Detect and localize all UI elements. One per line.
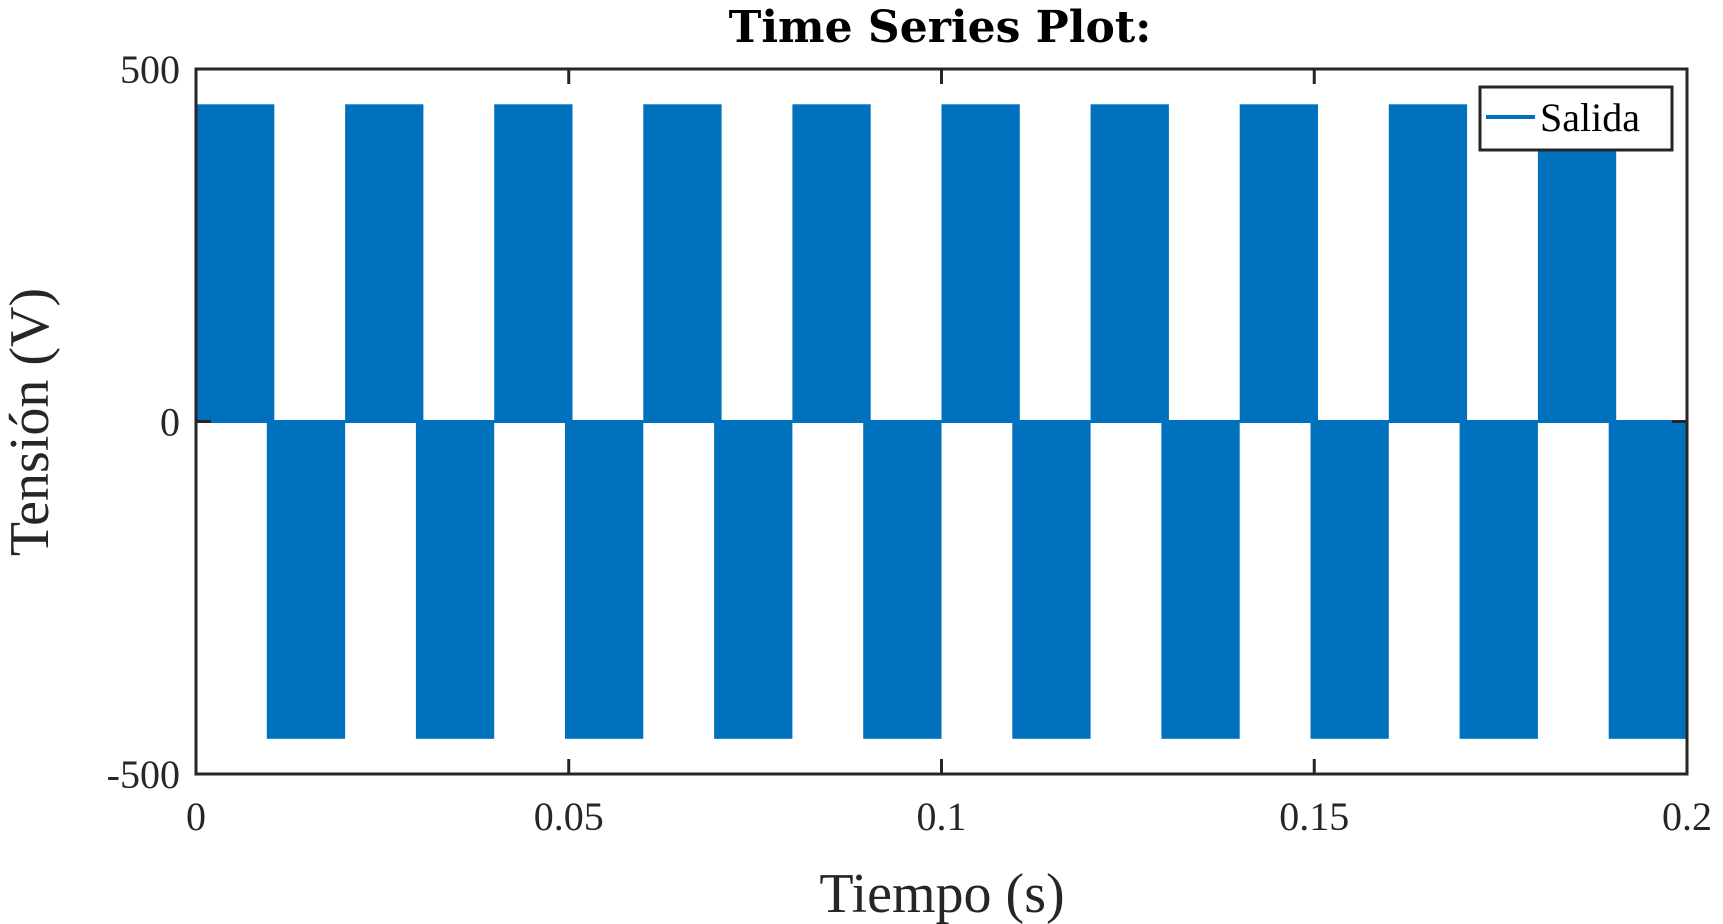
series-segment-1 xyxy=(266,421,346,739)
y-tick-labels: 500 0 -500 xyxy=(107,47,180,797)
series-segment-17 xyxy=(1459,421,1538,739)
x-tick-label-4: 0.2 xyxy=(1662,794,1712,839)
plot-area xyxy=(194,67,1689,776)
axes-box xyxy=(194,67,1689,776)
x-tick-label-2: 0.1 xyxy=(917,794,967,839)
series-segment-7 xyxy=(714,421,793,739)
x-tick-label-0: 0 xyxy=(186,794,206,839)
series-segment-9 xyxy=(863,421,942,739)
series-segment-12 xyxy=(1090,104,1169,422)
series-segment-2 xyxy=(345,104,424,422)
y-axis-label: Tensión (V) xyxy=(0,288,61,556)
y-tick-label-2: -500 xyxy=(107,752,180,797)
y-tick-label-0: 500 xyxy=(120,47,180,92)
x-tick-labels: 0 0.05 0.1 0.15 0.2 xyxy=(186,794,1712,839)
series-segment-8 xyxy=(792,104,871,422)
x-tick-label-1: 0.05 xyxy=(534,794,604,839)
legend: Salida xyxy=(1478,85,1674,152)
series-segment-6 xyxy=(643,104,722,422)
series-segment-0 xyxy=(196,104,275,422)
series-segment-4 xyxy=(494,104,573,422)
x-axis-label: Tiempo (s) xyxy=(819,863,1064,924)
series-segment-5 xyxy=(565,421,644,739)
series-segment-3 xyxy=(415,421,495,739)
series-segment-19 xyxy=(1608,421,1687,739)
y-tick-label-1: 0 xyxy=(160,400,180,445)
series-segment-10 xyxy=(941,104,1020,422)
series-segment-15 xyxy=(1310,421,1389,739)
series-salida xyxy=(196,104,1687,739)
series-segment-11 xyxy=(1012,421,1091,739)
series-segment-13 xyxy=(1161,421,1240,739)
series-segment-18 xyxy=(1537,104,1617,422)
legend-entry-salida: Salida xyxy=(1540,95,1640,140)
series-segment-14 xyxy=(1239,104,1318,422)
x-tick-label-3: 0.15 xyxy=(1279,794,1349,839)
series-segment-16 xyxy=(1388,104,1468,422)
chart-title: Time Series Plot: xyxy=(729,2,1152,53)
